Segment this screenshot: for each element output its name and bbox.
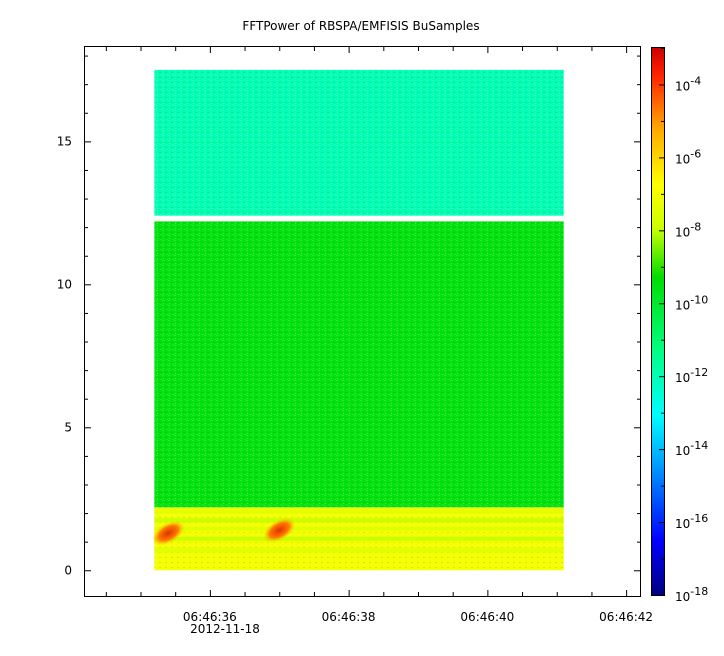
low-frequency-band-3 xyxy=(154,526,564,531)
low-frequency-band-4 xyxy=(154,536,564,541)
x-tick-label: 06:46:36 xyxy=(183,610,237,624)
y-tick-label: 0 xyxy=(64,563,72,577)
colorbar-axis: 10-18 10-16 10-14 10-12 10-10 10-8 10-6 10-4 xyxy=(659,48,708,604)
x-axis: 06:46:36 06:46:38 06:46:40 06:46:42 xyxy=(105,47,653,624)
colorbar-tick-label: 10-10 xyxy=(675,293,708,312)
colorbar-tick-label: 10-4 xyxy=(675,74,701,93)
burst-feature-1 xyxy=(152,520,185,546)
colorbar-tick-label: 10-18 xyxy=(675,585,708,604)
colorbar-tick-label: 10-14 xyxy=(675,439,708,458)
y-tick-label: 5 xyxy=(64,420,72,434)
chart-title: FFTPower of RBSPA/EMFISIS BuSamples xyxy=(242,19,479,33)
spectrogram-texture-1 xyxy=(154,69,564,216)
colorbar-tick-label: 10-12 xyxy=(675,366,708,385)
x-axis-date-label: 2012-11-18 xyxy=(190,622,260,636)
colorbar-tick-label: 10-8 xyxy=(675,220,701,239)
low-frequency-band-2 xyxy=(154,518,564,523)
spectrogram-texture-2 xyxy=(154,221,564,508)
y-tick-label: 10 xyxy=(57,277,72,291)
low-frequency-band-1 xyxy=(154,509,564,514)
y-tick-label: 15 xyxy=(57,134,72,148)
colorbar xyxy=(651,47,665,596)
spectrogram-image xyxy=(152,69,564,571)
y-axis: 0 5 10 15 xyxy=(57,55,640,577)
colorbar-tick-label: 10-16 xyxy=(675,512,708,531)
burst-feature-2 xyxy=(263,517,296,543)
x-tick-label: 06:46:40 xyxy=(460,610,514,624)
x-tick-label: 06:46:38 xyxy=(322,610,376,624)
low-frequency-band-5 xyxy=(154,548,564,553)
colorbar-tick-label: 10-6 xyxy=(675,147,701,166)
plot-frame xyxy=(84,46,641,597)
x-tick-label: 06:46:42 xyxy=(599,610,653,624)
